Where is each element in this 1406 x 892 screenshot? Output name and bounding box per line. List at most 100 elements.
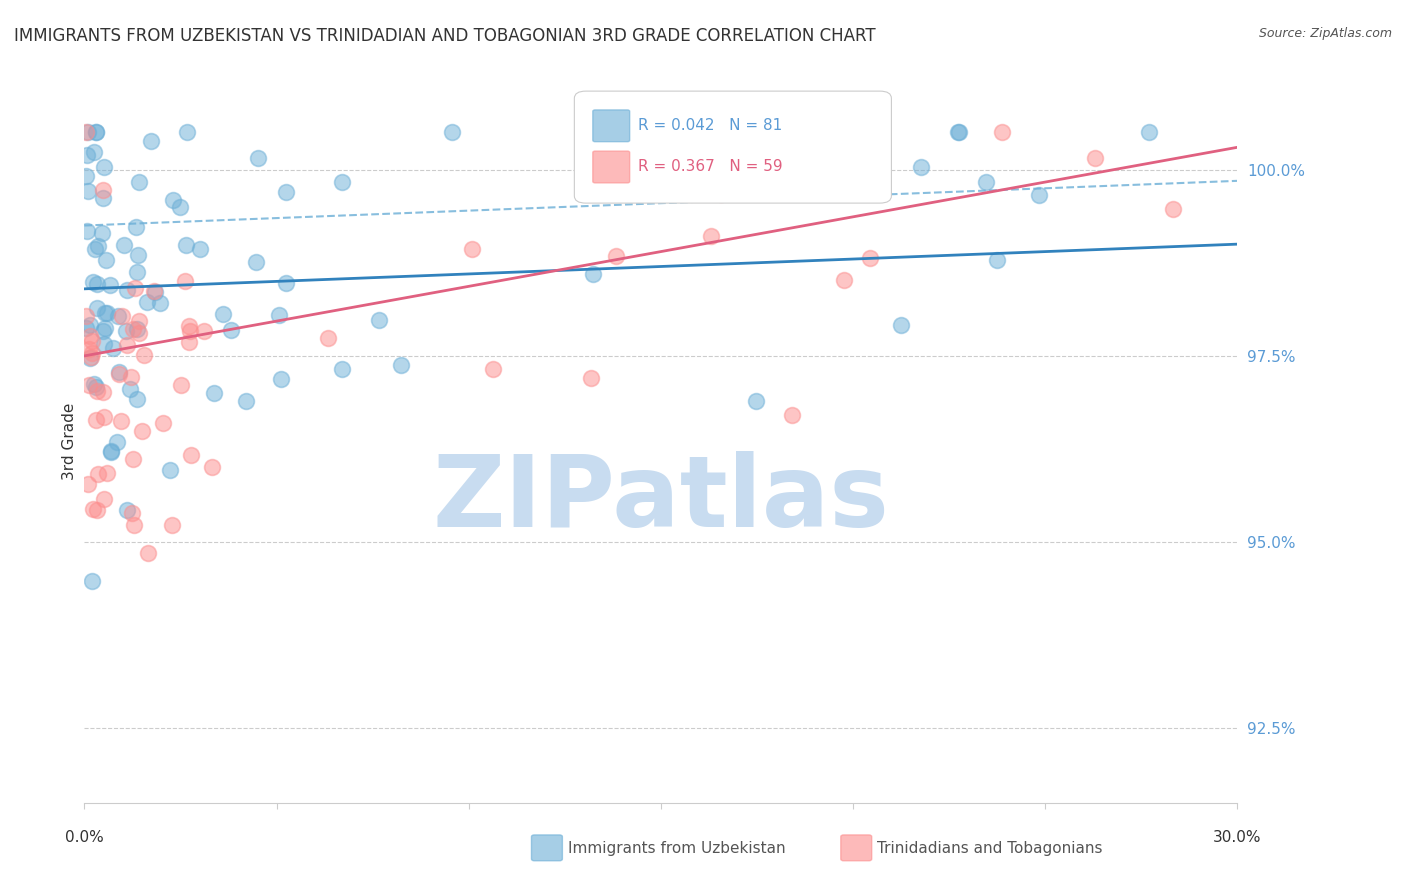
Point — [221, 323, 243, 337]
Text: IMMIGRANTS FROM UZBEKISTAN VS TRINIDADIAN AND TOBAGONIAN 3RD GRADE CORRELATION C: IMMIGRANTS FROM UZBEKISTAN VS TRINIDADIA… — [14, 27, 876, 45]
Point — [112, 238, 135, 252]
Point — [948, 125, 970, 139]
Point — [127, 247, 149, 261]
Point — [75, 309, 97, 323]
Point — [710, 187, 733, 202]
Point — [188, 242, 211, 256]
Point — [143, 285, 166, 299]
Point — [84, 125, 107, 139]
Point — [1028, 188, 1050, 202]
Point — [235, 394, 257, 409]
Point — [162, 193, 184, 207]
Point — [859, 251, 882, 265]
Text: Immigrants from Uzbekistan: Immigrants from Uzbekistan — [568, 841, 786, 855]
Point — [582, 268, 605, 282]
Point — [1161, 202, 1184, 216]
Point — [193, 324, 215, 338]
Point — [93, 191, 115, 205]
Point — [179, 319, 201, 334]
Point — [77, 377, 100, 392]
Point — [93, 336, 115, 351]
Point — [267, 309, 290, 323]
Point — [890, 318, 912, 333]
Point — [80, 574, 103, 588]
Point — [84, 125, 107, 139]
Point — [90, 227, 112, 241]
Point — [834, 273, 856, 287]
Point — [245, 254, 267, 268]
Point — [105, 435, 128, 450]
Text: 0.0%: 0.0% — [65, 830, 104, 845]
Point — [125, 220, 148, 235]
Point — [149, 296, 172, 310]
Text: R = 0.042   N = 81: R = 0.042 N = 81 — [638, 119, 782, 133]
Point — [180, 448, 202, 462]
Point — [108, 367, 131, 381]
Point — [93, 491, 115, 506]
Point — [174, 274, 197, 288]
Point — [131, 424, 153, 438]
Point — [125, 265, 148, 279]
Point — [79, 342, 101, 356]
Point — [910, 160, 932, 174]
Y-axis label: 3rd Grade: 3rd Grade — [62, 403, 77, 480]
Point — [79, 351, 101, 365]
Point — [82, 346, 104, 360]
Point — [128, 175, 150, 189]
Point — [1084, 151, 1107, 165]
Point — [581, 370, 603, 384]
Point — [160, 517, 183, 532]
Point — [96, 306, 118, 320]
Text: 30.0%: 30.0% — [1213, 830, 1261, 845]
Point — [117, 284, 139, 298]
Point — [79, 329, 101, 343]
Point — [316, 331, 339, 345]
Point — [75, 169, 97, 183]
Point — [124, 281, 146, 295]
Text: R = 0.367   N = 59: R = 0.367 N = 59 — [638, 160, 782, 175]
Point — [201, 460, 224, 475]
Point — [94, 252, 117, 267]
Point — [122, 452, 145, 467]
Point — [125, 322, 148, 336]
Point — [118, 382, 141, 396]
Point — [93, 409, 115, 424]
Point — [93, 384, 115, 399]
Point — [101, 341, 124, 355]
Point — [107, 310, 129, 324]
Point — [174, 237, 197, 252]
Point — [91, 183, 114, 197]
Point — [76, 184, 98, 198]
Point — [152, 416, 174, 430]
Point — [605, 249, 627, 263]
Point — [82, 275, 104, 289]
Point — [782, 408, 804, 422]
Point — [100, 443, 122, 458]
Point — [179, 335, 201, 350]
Point — [1137, 125, 1160, 139]
Text: ZIPatlas: ZIPatlas — [433, 450, 889, 548]
Point — [93, 161, 115, 175]
Point — [773, 131, 796, 145]
Text: Source: ZipAtlas.com: Source: ZipAtlas.com — [1258, 27, 1392, 40]
Point — [159, 463, 181, 477]
Point — [87, 239, 110, 253]
Point — [77, 125, 100, 139]
Point — [330, 175, 353, 189]
Point — [110, 414, 132, 428]
Point — [482, 361, 505, 376]
Point — [83, 145, 105, 160]
Point — [77, 477, 100, 491]
Point — [82, 334, 104, 349]
Point — [132, 348, 155, 362]
Point — [84, 380, 107, 394]
Point — [82, 501, 104, 516]
Point — [974, 175, 997, 189]
FancyBboxPatch shape — [593, 110, 630, 142]
Point — [121, 321, 143, 335]
Point — [441, 125, 464, 139]
Point — [120, 369, 142, 384]
Point — [86, 277, 108, 291]
Point — [700, 229, 723, 244]
Point — [136, 294, 159, 309]
